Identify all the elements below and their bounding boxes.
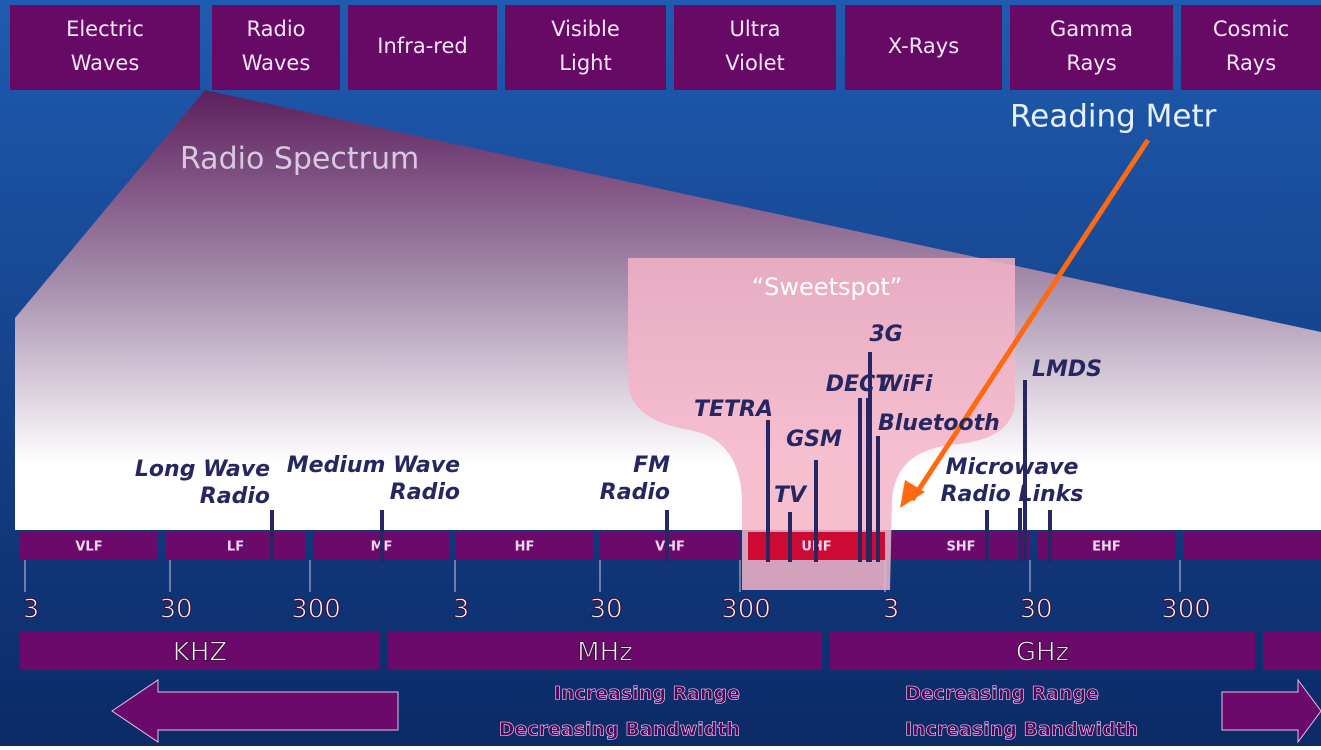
spectrum-label: Visible	[551, 17, 620, 41]
band-label: VHF	[655, 540, 685, 555]
service-label: Radio	[390, 480, 460, 505]
service-label: GSM	[786, 427, 842, 452]
unit-box	[830, 632, 1255, 670]
unit-label: MHz	[577, 638, 633, 668]
band-segment	[166, 532, 305, 560]
spectrum-label: Violet	[725, 51, 785, 75]
service-label: Radio	[600, 480, 670, 505]
spectrum-label: Electric	[66, 17, 144, 41]
spectrum-box	[505, 5, 666, 90]
spectrum-box	[348, 5, 497, 90]
service-label: Microwave	[946, 455, 1079, 480]
service-label: FM	[633, 453, 670, 478]
spectrum-box	[212, 5, 340, 90]
band-label: VLF	[75, 540, 102, 555]
spectrum-label: Ultra	[730, 17, 781, 41]
service-label: Long Wave	[135, 457, 270, 482]
band-label: HF	[515, 540, 535, 555]
arrow-text: Increasing Range	[554, 683, 740, 705]
spectrum-box	[845, 5, 1002, 90]
service-label: 3G	[869, 322, 902, 347]
frequency-label: 30	[589, 595, 622, 625]
band-segment	[1037, 532, 1176, 560]
unit-label: GHz	[1016, 638, 1069, 668]
frequency-label: 300	[721, 595, 771, 625]
service-label: Bluetooth	[878, 411, 1000, 436]
service-label: Radio Links	[941, 482, 1084, 507]
annotation-arrow	[909, 138, 1151, 502]
service-label: TETRA	[694, 397, 773, 422]
frequency-label: 3	[23, 595, 40, 625]
service-label: WiFi	[878, 372, 933, 397]
unit-label: KHZ	[173, 638, 227, 668]
frequency-label: 300	[1161, 595, 1211, 625]
band-segment	[892, 532, 1030, 560]
spectrum-label: Radio	[246, 17, 305, 41]
frequency-label: 30	[1019, 595, 1052, 625]
spectrum-label: Infra-red	[377, 34, 467, 58]
frequency-label: 300	[291, 595, 341, 625]
right-arrow	[1221, 678, 1321, 744]
band-segment	[1184, 532, 1321, 560]
spectrum-box	[10, 5, 200, 90]
spectrum-label: Rays	[1226, 51, 1276, 75]
spectrum-label: X-Rays	[888, 34, 959, 58]
unit-box	[388, 632, 822, 670]
frequency-label: 3	[453, 595, 470, 625]
spectrum-title: Radio Spectrum	[180, 142, 419, 177]
spectrum-box	[674, 5, 836, 90]
spectrum-label: Light	[559, 51, 611, 75]
frequency-label: 3	[883, 595, 900, 625]
spectrum-label: Waves	[242, 51, 311, 75]
frequency-label: 30	[159, 595, 192, 625]
spectrum-box	[1181, 5, 1321, 90]
band-label: LF	[227, 540, 244, 555]
arrow-text: Decreasing Range	[905, 683, 1099, 705]
unit-box	[1263, 632, 1321, 670]
sweetspot-region	[628, 258, 1015, 590]
arrow-text: Increasing Bandwidth	[905, 719, 1138, 741]
service-label: Medium Wave	[287, 453, 460, 478]
sweetspot-label: “Sweetspot”	[752, 273, 903, 301]
unit-box	[20, 632, 380, 670]
band-label: SHF	[946, 540, 975, 555]
service-label: Radio	[200, 484, 270, 509]
annotation-arrowhead	[900, 480, 925, 508]
service-label: LMDS	[1032, 357, 1102, 382]
spectrum-label: Waves	[71, 51, 140, 75]
band-segment	[600, 532, 740, 560]
band-label: EHF	[1092, 540, 1121, 555]
arrow-text: Decreasing Bandwidth	[499, 719, 740, 741]
spectrum-label: Cosmic	[1213, 17, 1289, 41]
band-segment	[456, 532, 593, 560]
band-segment	[20, 532, 158, 560]
left-arrow	[111, 679, 399, 743]
service-label: DECT	[826, 372, 892, 397]
spectrum-label: Gamma	[1050, 17, 1133, 41]
annotation: Reading Metr	[1010, 99, 1217, 135]
service-label: TV	[774, 483, 808, 508]
spectrum-box	[1010, 5, 1173, 90]
spectrum-label: Rays	[1066, 51, 1116, 75]
